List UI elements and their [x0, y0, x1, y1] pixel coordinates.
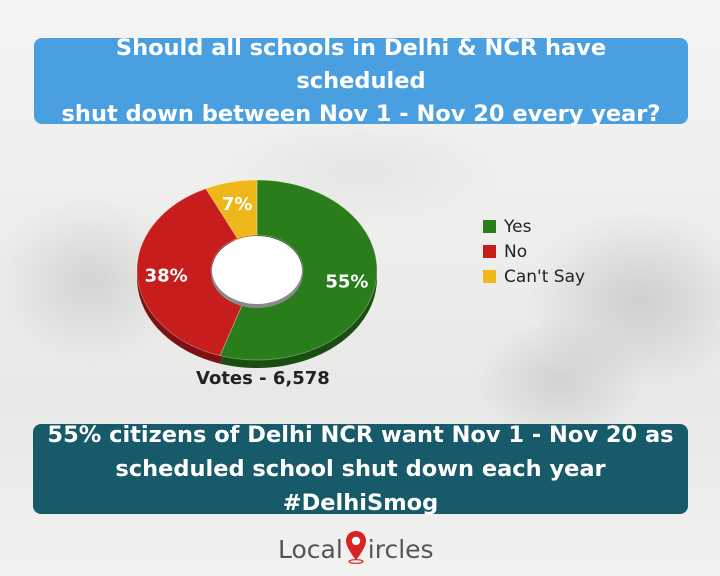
legend-label-yes: Yes [504, 216, 532, 237]
donut-hole [212, 236, 302, 304]
donut-slice-cant-say [205, 179, 258, 239]
logo-text-ircles: ircles [367, 535, 434, 564]
result-summary-line-1: 55% citizens of Delhi NCR want Nov 1 - N… [47, 422, 674, 448]
legend-item-no: No [483, 239, 585, 264]
logo-text-local: Local [278, 535, 343, 564]
legend-swatch-no [483, 245, 496, 258]
legend-label-cant-say: Can't Say [504, 266, 586, 287]
poll-question-line-2: shut down between Nov 1 - Nov 20 every y… [61, 100, 661, 127]
result-summary-banner: 55% citizens of Delhi NCR want Nov 1 - N… [33, 422, 688, 516]
donut-slices [136, 179, 378, 361]
donut-slice-yes [219, 179, 378, 361]
poll-question-line-1: Should all schools in Delhi & NCR have s… [115, 34, 607, 94]
poll-question-banner: Should all schools in Delhi & NCR have s… [34, 35, 688, 127]
data-label-yes: 55% [325, 272, 368, 293]
donut-data-labels: 55% 38% 7% [145, 194, 369, 293]
donut-chart: 55% 38% 7% [136, 179, 378, 369]
result-summary-line-2: scheduled school shut down each year #De… [115, 456, 606, 516]
legend-item-cant-say: Can't Say [483, 264, 585, 289]
location-pin-icon [345, 531, 366, 564]
legend-item-yes: Yes [483, 214, 585, 239]
data-label-no: 38% [145, 265, 188, 286]
localcircles-logo: Local ircles [278, 524, 434, 564]
legend-swatch-yes [483, 220, 496, 233]
votes-count: Votes - 6,578 [196, 368, 330, 389]
legend-label-no: No [504, 241, 528, 262]
data-label-cant-say: 7% [222, 194, 253, 215]
chart-legend: Yes No Can't Say [483, 214, 585, 289]
legend-swatch-cant-say [483, 270, 496, 283]
